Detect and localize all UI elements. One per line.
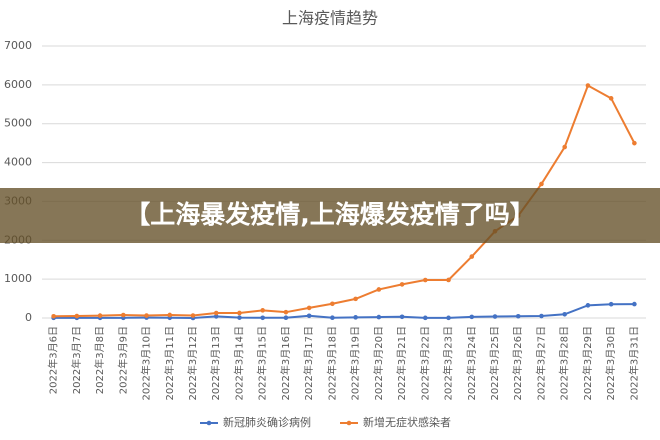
point — [121, 312, 126, 318]
x-tick-label: 2022年3月27日 — [534, 326, 547, 401]
point — [330, 315, 335, 320]
x-tick-label: 2022年3月15日 — [256, 326, 269, 401]
y-tick-label: 0 — [25, 311, 32, 324]
banner-text: 【上海暴发疫情,上海爆发疫情了吗】 — [125, 200, 535, 229]
point — [539, 313, 544, 319]
point — [283, 315, 289, 320]
point — [469, 254, 475, 259]
point — [469, 314, 475, 320]
point — [608, 301, 614, 307]
point — [74, 313, 80, 319]
x-tick-label: 2022年3月10日 — [140, 326, 153, 401]
point — [376, 287, 382, 292]
point — [446, 315, 451, 321]
point — [330, 301, 335, 307]
point — [562, 144, 567, 150]
x-tick-label: 2022年3月25日 — [488, 326, 501, 401]
point — [237, 310, 242, 316]
y-tick-label: 4000 — [4, 156, 32, 169]
y-tick-label: 7000 — [4, 39, 32, 52]
chart-title: 上海疫情趋势 — [282, 9, 378, 28]
legend-marker — [206, 420, 212, 426]
x-tick-label: 2022年3月24日 — [465, 326, 478, 401]
point — [306, 313, 312, 319]
point — [492, 314, 498, 319]
point — [632, 301, 637, 307]
x-tick-label: 2022年3月31日 — [627, 326, 640, 401]
point — [190, 313, 196, 318]
x-tick-label: 2022年3月9日 — [116, 326, 129, 394]
point — [562, 311, 567, 317]
y-tick-label: 5000 — [4, 117, 32, 130]
x-tick-label: 2022年3月21日 — [395, 326, 408, 401]
point — [399, 314, 405, 320]
x-tick-label: 2022年3月11日 — [163, 326, 176, 401]
point — [97, 313, 103, 318]
x-tick-label: 2022年3月13日 — [209, 326, 222, 401]
x-tick-label: 2022年3月8日 — [93, 326, 106, 394]
x-tick-label: 2022年3月6日 — [47, 326, 60, 394]
point — [237, 315, 242, 320]
point — [260, 315, 265, 321]
point — [213, 310, 219, 316]
point — [376, 314, 382, 320]
point — [423, 277, 428, 283]
x-tick-label: 2022年3月26日 — [511, 326, 524, 401]
point — [283, 309, 289, 315]
line — [53, 303, 635, 319]
x-tick-label: 2022年3月23日 — [442, 326, 455, 401]
x-tick-label: 2022年3月7日 — [70, 326, 83, 394]
x-tick-label: 2022年3月14日 — [232, 326, 245, 401]
point — [423, 315, 428, 321]
y-tick-label: 1000 — [4, 272, 32, 285]
x-tick-label: 2022年3月30日 — [604, 326, 617, 401]
point — [260, 308, 265, 313]
x-tick-label: 2022年3月22日 — [418, 326, 431, 401]
x-tick-label: 2022年3月28日 — [558, 326, 571, 401]
point — [353, 296, 358, 302]
point — [585, 83, 591, 88]
x-tick-label: 2022年3月19日 — [349, 326, 362, 401]
x-tick-label: 2022年3月18日 — [325, 326, 338, 401]
point — [515, 313, 521, 319]
banner — [0, 188, 660, 243]
y-tick-label: 6000 — [4, 78, 32, 91]
point — [167, 312, 173, 318]
point — [585, 303, 591, 308]
point — [213, 314, 219, 319]
point — [306, 305, 312, 311]
point — [608, 96, 614, 101]
legend-label: 新增无症状感染者 — [363, 415, 451, 429]
x-tick-label: 2022年3月29日 — [581, 326, 594, 401]
x-tick-label: 2022年3月20日 — [372, 326, 385, 401]
point — [353, 315, 358, 320]
legend-marker — [346, 420, 352, 426]
point — [539, 181, 544, 187]
x-tick-label: 2022年3月16日 — [279, 326, 292, 401]
point — [144, 313, 149, 318]
point — [446, 277, 451, 283]
point — [632, 140, 637, 146]
point — [51, 313, 56, 319]
x-tick-label: 2022年3月17日 — [302, 326, 315, 401]
point — [399, 282, 405, 287]
x-tick-label: 2022年3月12日 — [186, 326, 199, 401]
legend-label: 新冠肺炎确诊病例 — [223, 415, 311, 429]
